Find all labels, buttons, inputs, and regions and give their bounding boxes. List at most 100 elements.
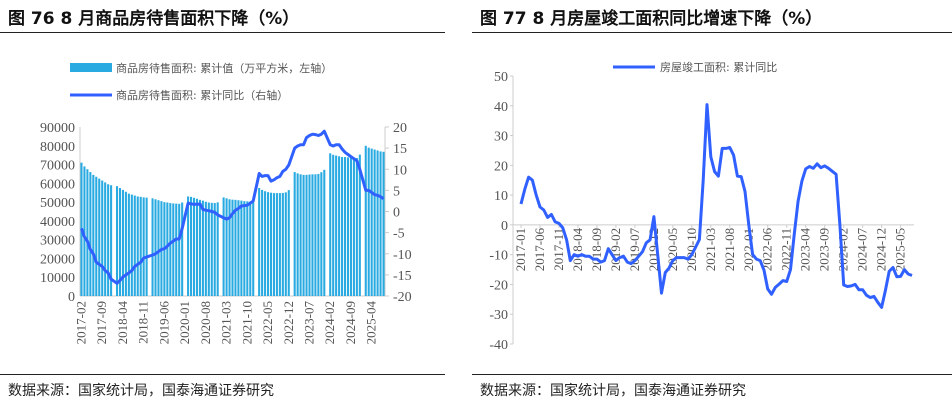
bar xyxy=(139,196,142,296)
footer-divider xyxy=(0,374,445,375)
bar xyxy=(261,189,264,296)
bar xyxy=(115,186,119,296)
bar xyxy=(107,184,110,296)
bar xyxy=(320,172,323,296)
y-tick-label: 0 xyxy=(501,219,508,234)
x-tick-label: 2020-10 xyxy=(684,228,699,271)
x-tick-label: 2022-06 xyxy=(760,227,775,271)
bar xyxy=(142,197,145,296)
x-tick-label: 2022-01 xyxy=(741,228,756,271)
x-tick-label: 2017-06 xyxy=(532,227,547,271)
panel-left: 图 76 8 月商品房待售面积下降（%） 商品房待售面积: 累计值（万平方米，左… xyxy=(0,0,445,406)
panel-right: 图 77 8 月房屋竣工面积同比增速下降（%） 房屋竣工面积: 累计同比 50 40… xyxy=(472,0,952,406)
x-tick-label: 2017-02 xyxy=(73,301,88,344)
y-tick-label: -40 xyxy=(489,338,508,353)
bar xyxy=(364,145,367,296)
bar xyxy=(341,157,344,296)
bar xyxy=(258,188,261,296)
bar xyxy=(332,154,335,296)
x-tick-label: 2021-08 xyxy=(722,228,737,271)
bar xyxy=(83,166,86,296)
bar xyxy=(121,189,124,296)
x-tick-label: 2018-11 xyxy=(136,301,151,344)
bar xyxy=(269,192,273,296)
bar xyxy=(346,157,350,296)
bar xyxy=(287,190,290,296)
bar xyxy=(124,191,127,296)
x-tick-label: 2018-04 xyxy=(115,301,130,345)
y-tick-label: -30 xyxy=(489,308,508,323)
bar xyxy=(201,200,204,296)
y-tick-label: 40 xyxy=(494,100,508,115)
bar xyxy=(314,174,317,296)
bar xyxy=(275,193,278,296)
bar xyxy=(246,201,249,296)
x-tick-label: 2023-04 xyxy=(798,227,813,271)
y-right-tick-label: -10 xyxy=(393,248,412,263)
bar xyxy=(222,197,225,296)
bar xyxy=(130,194,133,296)
y-left-tick-label: 10000 xyxy=(40,271,75,286)
x-tick-label: 2017-11 xyxy=(551,228,566,271)
bar xyxy=(86,169,89,296)
x-tick-label: 2018-04 xyxy=(570,227,585,271)
x-tick-label: 2021-03 xyxy=(219,301,234,344)
x-tick-label: 2022-12 xyxy=(281,301,296,344)
bar xyxy=(343,157,347,296)
line-series xyxy=(519,103,913,309)
bar xyxy=(190,196,193,296)
bar xyxy=(172,203,175,296)
chart-right: 房屋竣工面积: 累计同比 50 40 30 20 10 0 -10 -20 -30 -40 2017-… xyxy=(489,60,914,353)
x-tick-label: 2019-06 xyxy=(156,301,171,345)
bar xyxy=(145,197,148,296)
bar xyxy=(355,157,358,296)
source-note: 数据来源：国家统计局，国泰海通证券研究 xyxy=(8,383,274,399)
x-tick-label: 2021-03 xyxy=(703,228,718,271)
legend-label: 商品房待售面积: 累计值（万平方米，左轴） xyxy=(116,61,332,75)
bar xyxy=(299,174,302,296)
y-left-tick-label: 30000 xyxy=(40,234,75,249)
y-tick-label: 10 xyxy=(494,189,508,204)
source-note: 数据来源：国家统计局，国泰海通证券研究 xyxy=(480,383,746,399)
bar xyxy=(272,193,275,296)
x-tick-label: 2020-08 xyxy=(198,301,213,344)
y-left-tick-label: 80000 xyxy=(40,140,75,155)
bar xyxy=(240,200,243,296)
x-tick-label: 2020-05 xyxy=(665,228,680,271)
y-right-tick-label: 15 xyxy=(393,142,407,157)
bar xyxy=(181,202,184,296)
bar xyxy=(367,147,370,296)
bar xyxy=(338,156,341,296)
bar xyxy=(305,174,308,296)
bar xyxy=(127,193,130,296)
x-tick-label: 2025-04 xyxy=(364,301,379,345)
x-tick-label: 2023-09 xyxy=(817,228,832,271)
bar xyxy=(335,155,338,296)
bar xyxy=(293,172,296,296)
bar xyxy=(323,169,326,296)
bar xyxy=(284,192,287,296)
x-tick-label: 2025-05 xyxy=(893,228,908,271)
bar xyxy=(204,201,207,296)
bar xyxy=(207,202,210,296)
y-right-tick-label: 5 xyxy=(393,184,400,199)
bar xyxy=(192,197,196,296)
bar xyxy=(237,200,240,296)
y-tick-label: -10 xyxy=(489,249,508,264)
x-tick-label: 2024-09 xyxy=(343,301,358,344)
bar xyxy=(349,157,352,296)
legend-bar-swatch xyxy=(70,63,112,72)
bar xyxy=(195,198,199,296)
x-tick-label: 2022-05 xyxy=(260,301,275,344)
y-right-tick-label: 10 xyxy=(393,163,407,178)
bar xyxy=(136,196,139,296)
bar xyxy=(358,154,361,296)
x-tick-label: 2024-12 xyxy=(874,228,889,271)
bar xyxy=(379,151,382,296)
bar xyxy=(234,199,237,296)
bar xyxy=(118,188,122,296)
y-left-tick-label: 60000 xyxy=(40,177,75,192)
footer-divider xyxy=(472,374,952,375)
y-right-tick-label: -20 xyxy=(393,290,412,305)
y-left-tick-label: 40000 xyxy=(40,215,75,230)
